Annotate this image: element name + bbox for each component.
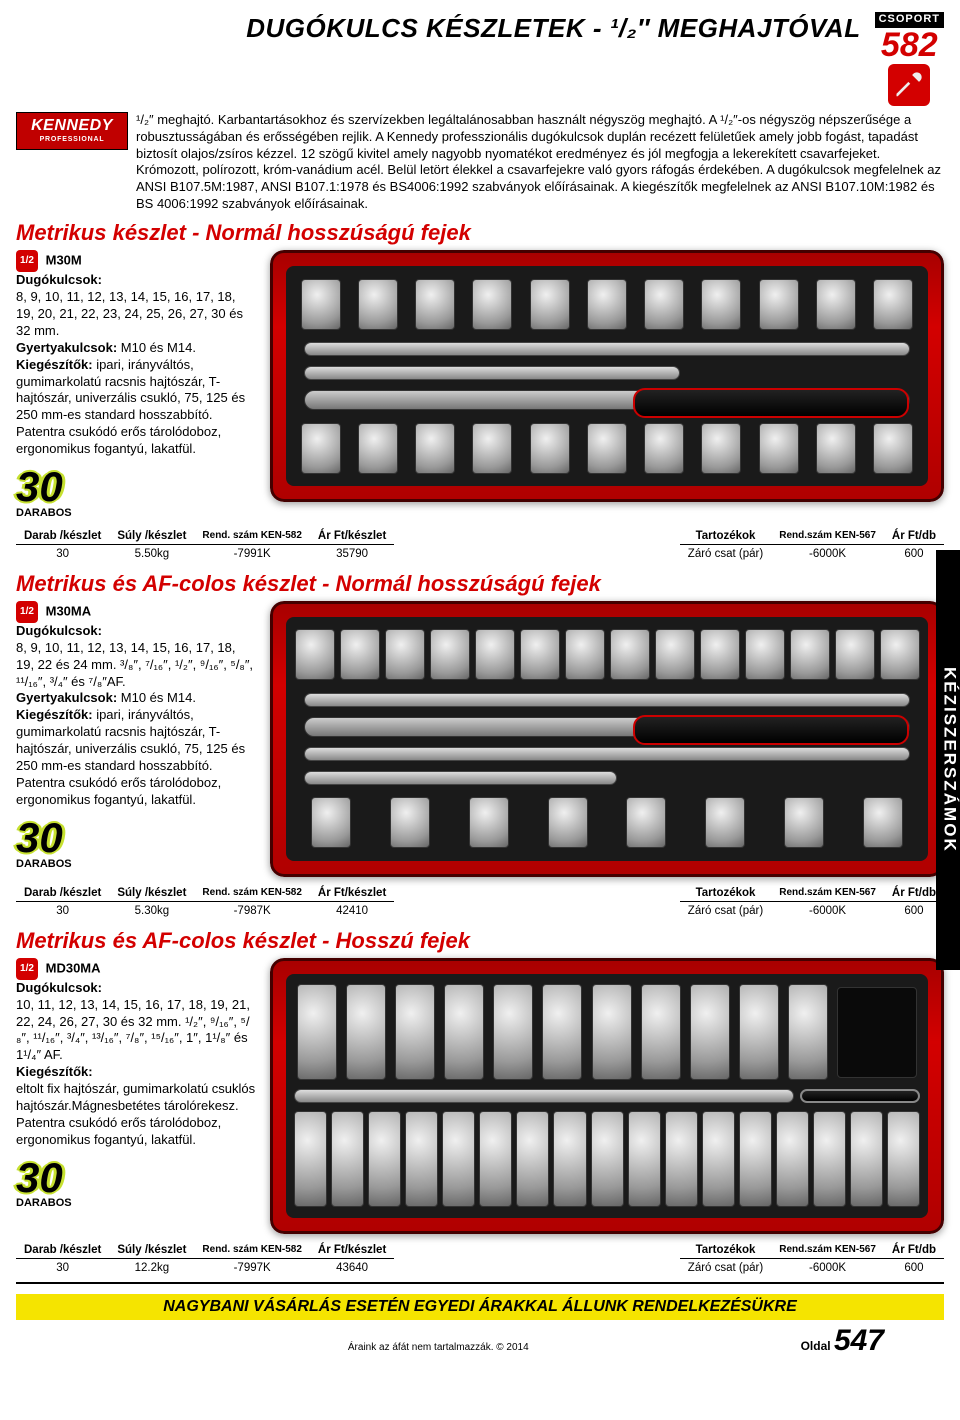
half-badge: 1/2 <box>16 601 38 623</box>
brand-name: KENNEDY <box>31 116 113 136</box>
table-right-1: TartozékokRend.szám KEN-567Ár Ft/db Záró… <box>680 528 944 564</box>
page-footer: NAGYBANI VÁSÁRLÁS ESETÉN EGYEDI ÁRAKKAL … <box>16 1294 944 1360</box>
product-image-1 <box>270 250 944 502</box>
product-image-2 <box>270 601 944 877</box>
subtitle-2: Metrikus és AF-colos készlet - Normál ho… <box>16 572 944 595</box>
table-left-2: Darab /készletSúly /készletRend. szám KE… <box>16 885 394 921</box>
model-2: M30MA <box>46 603 92 618</box>
half-badge: 1/2 <box>16 958 38 980</box>
piece-badge-3: 30 DARABOS <box>16 1159 256 1211</box>
model-3: MD30MA <box>46 960 101 975</box>
brand-logo: KENNEDY PROFESSIONAL <box>16 112 128 150</box>
product-image-3 <box>270 958 944 1234</box>
product-block-3: 1/2 MD30MA Dugókulcsok:10, 11, 12, 13, 1… <box>16 958 944 1234</box>
group-number: 582 <box>875 28 944 62</box>
brand-sub: PROFESSIONAL <box>40 136 105 145</box>
divider <box>16 1282 944 1284</box>
half-badge: 1/2 <box>16 250 38 272</box>
subtitle-3: Metrikus és AF-colos készlet - Hosszú fe… <box>16 929 944 952</box>
side-tab: KÉZISZERSZÁMOK <box>936 550 960 970</box>
page-label: Oldal <box>801 1339 831 1353</box>
product-block-1: 1/2 M30M Dugókulcsok:8, 9, 10, 11, 12, 1… <box>16 250 944 520</box>
model-1: M30M <box>46 253 82 268</box>
table-row-1: Darab /készletSúly /készletRend. szám KE… <box>16 528 944 564</box>
table-right-3: TartozékokRend.szám KEN-567Ár Ft/db Záró… <box>680 1242 944 1278</box>
intro-text: ¹/₂″ meghajtó. Karbantartásokhoz és szer… <box>136 112 944 213</box>
table-row-2: Darab /készletSúly /készletRend. szám KE… <box>16 885 944 921</box>
footer-small: Áraink az áfát nem tartalmazzák. © 2014 <box>348 1342 529 1355</box>
table-left-3: Darab /készletSúly /készletRend. szám KE… <box>16 1242 394 1278</box>
wrench-icon <box>888 64 930 106</box>
desc-2: Dugókulcsok:8, 9, 10, 11, 12, 13, 14, 15… <box>16 623 253 807</box>
piece-badge-2: 30 DARABOS <box>16 819 256 871</box>
piece-badge-1: 30 DARABOS <box>16 468 256 520</box>
page-header: DUGÓKULCS KÉSZLETEK - ¹/₂″ MEGHAJTÓVAL C… <box>16 12 944 106</box>
subtitle-1: Metrikus készlet - Normál hosszúságú fej… <box>16 221 944 244</box>
group-box: CSOPORT 582 <box>875 12 944 106</box>
table-right-2: TartozékokRend.szám KEN-567Ár Ft/db Záró… <box>680 885 944 921</box>
footer-banner: NAGYBANI VÁSÁRLÁS ESETÉN EGYEDI ÁRAKKAL … <box>16 1294 944 1320</box>
desc-3: Dugókulcsok:10, 11, 12, 13, 14, 15, 16, … <box>16 980 255 1147</box>
page-number: 547 <box>834 1324 884 1357</box>
desc-1: Dugókulcsok:8, 9, 10, 11, 12, 13, 14, 15… <box>16 272 245 456</box>
table-row-3: Darab /készletSúly /készletRend. szám KE… <box>16 1242 944 1278</box>
table-left-1: Darab /készletSúly /készletRend. szám KE… <box>16 528 394 564</box>
page-title: DUGÓKULCS KÉSZLETEK - ¹/₂″ MEGHAJTÓVAL <box>16 12 861 45</box>
product-block-2: 1/2 M30MA Dugókulcsok:8, 9, 10, 11, 12, … <box>16 601 944 877</box>
intro-block: KENNEDY PROFESSIONAL ¹/₂″ meghajtó. Karb… <box>16 112 944 213</box>
